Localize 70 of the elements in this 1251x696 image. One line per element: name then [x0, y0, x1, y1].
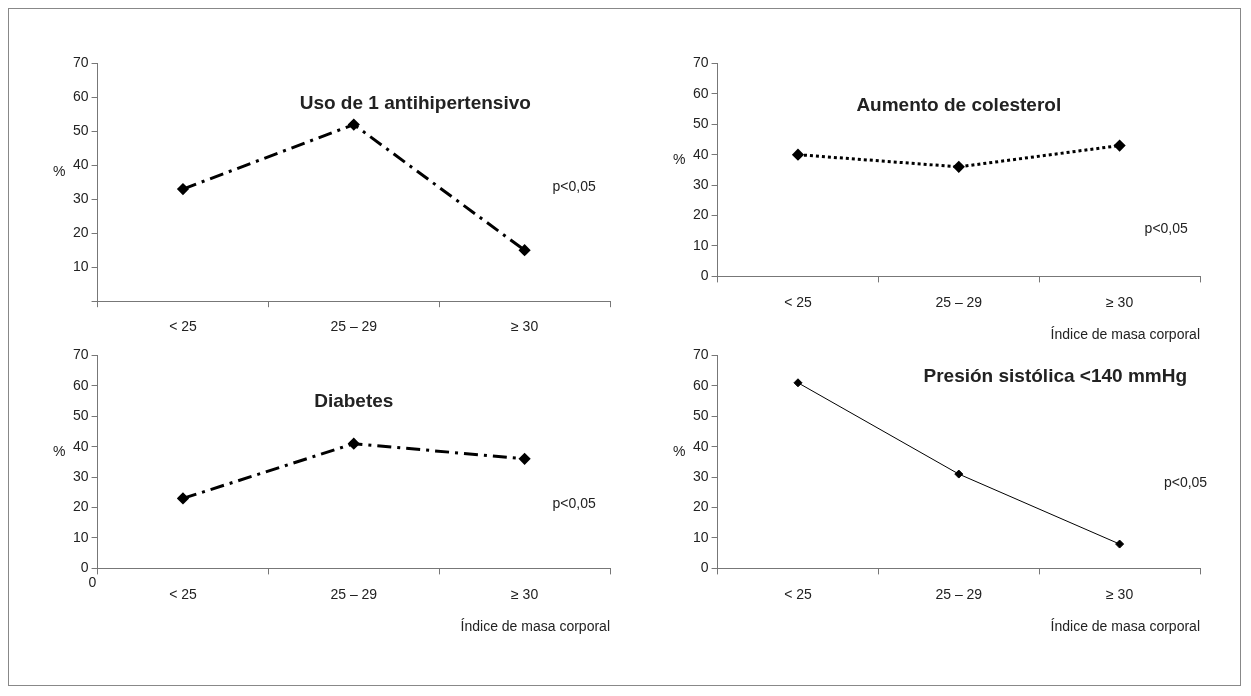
point — [348, 438, 360, 450]
x-tick-label: 25 – 29 — [330, 318, 378, 335]
y-tick-label: 30 — [692, 467, 709, 484]
y-tick-label: 20 — [72, 498, 89, 515]
y-tick-label: 10 — [692, 528, 709, 545]
point — [792, 149, 804, 161]
y-tick-label: 70 — [72, 54, 89, 71]
x-tick-label: < 25 — [169, 585, 198, 602]
y-tick-label: 50 — [692, 115, 709, 132]
x-tick-label: < 25 — [169, 318, 198, 335]
y-axis-title: % — [673, 150, 686, 167]
y-tick-label: 50 — [692, 407, 709, 424]
y-tick-label: 10 — [72, 258, 89, 275]
y-tick-label: 40 — [72, 156, 89, 173]
y-tick-label: 10 — [692, 236, 709, 253]
y-tick-label: 60 — [692, 376, 709, 393]
y-tick-label: 70 — [692, 346, 709, 363]
text: Diabetes — [314, 390, 394, 412]
y-axis-title: % — [53, 442, 66, 459]
point — [1114, 140, 1126, 152]
y-tick-label: 10 — [72, 528, 89, 545]
annotation: p<0,05 — [552, 177, 596, 194]
x-tick-label: ≥ 30 — [1106, 293, 1134, 310]
annotation: p<0,05 — [1163, 474, 1208, 491]
point — [954, 469, 964, 479]
y-axis-title: % — [53, 163, 66, 180]
y-tick-label: 30 — [72, 467, 89, 484]
y-tick-label: 20 — [692, 498, 709, 515]
point — [1115, 539, 1125, 549]
x-tick-label: ≥ 30 — [511, 318, 539, 335]
y-tick-label: 50 — [72, 407, 89, 424]
y-tick-label: 0 — [700, 267, 709, 284]
y-tick-label: 20 — [72, 224, 89, 241]
x-tick-label: < 25 — [784, 585, 813, 602]
point — [519, 244, 531, 256]
text: Uso de 1 antihipertensivo — [299, 92, 531, 114]
x-axis-title: Índice de masa corporal — [1050, 618, 1200, 635]
y-tick-label: 30 — [692, 175, 709, 192]
y-tick-label: 20 — [692, 206, 709, 223]
y-tick-label: 70 — [72, 346, 89, 363]
y-tick-label: 30 — [72, 190, 89, 207]
y-tick-label: 60 — [692, 84, 709, 101]
x-tick-label: < 25 — [784, 293, 813, 310]
y-tick-label: 40 — [692, 145, 709, 162]
y-tick-label: 60 — [72, 88, 89, 105]
y-tick-label: 40 — [72, 437, 89, 454]
y-tick-label: 40 — [692, 437, 709, 454]
point — [177, 492, 189, 504]
x-tick-label: 25 – 29 — [330, 585, 378, 602]
point — [519, 453, 531, 465]
point — [177, 183, 189, 195]
y-tick-label: 0 — [700, 559, 709, 576]
text: Presión sistólica <140 mmHg — [923, 364, 1188, 386]
point — [953, 161, 965, 173]
x-tick-label: 25 – 29 — [935, 293, 983, 310]
y-tick-label: 60 — [72, 376, 89, 393]
x-axis-title: Índice de masa corporal — [460, 618, 610, 635]
y-tick-label: 50 — [72, 122, 89, 139]
y-tick-label: 0 — [80, 559, 89, 576]
x-axis-title: Índice de masa corporal — [1050, 326, 1200, 343]
x-tick-label: ≥ 30 — [511, 585, 539, 602]
y-axis-title: % — [673, 442, 686, 459]
annotation: p<0,05 — [1144, 220, 1189, 237]
annotation: p<0,05 — [552, 495, 596, 512]
x-tick-label: ≥ 30 — [1106, 585, 1134, 602]
text: Aumento de colesterol — [856, 94, 1062, 116]
point — [793, 378, 803, 388]
point — [348, 119, 360, 131]
y-tick-label: 70 — [692, 54, 709, 71]
x-tick-label: 25 – 29 — [935, 585, 983, 602]
